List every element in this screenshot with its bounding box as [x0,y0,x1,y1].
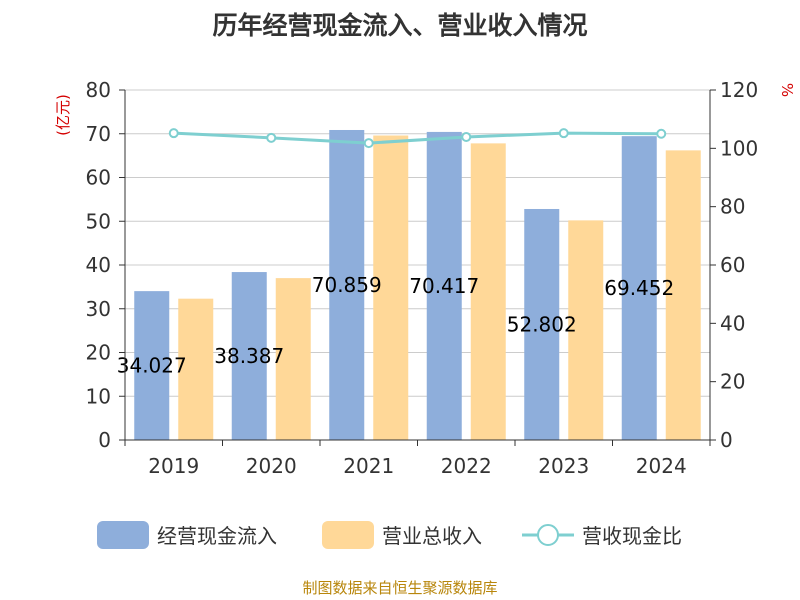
chart-title: 历年经营现金流入、营业收入情况 [212,11,587,40]
left-tick-label: 80 [86,78,111,102]
revenue-bar [373,135,409,440]
right-tick-label: 120 [720,78,758,102]
cash-inflow-data-label: 70.859 [312,273,382,297]
left-tick-label: 60 [86,166,111,190]
right-axis-unit: % [778,83,796,97]
left-tick-label: 70 [86,122,111,146]
left-tick-label: 30 [86,297,111,321]
revenue-bar [665,150,701,440]
source-note: 制图数据来自恒生聚源数据库 [302,579,497,597]
x-tick-label: 2024 [636,454,687,478]
legend-label-ratio: 营收现金比 [582,524,682,548]
ratio-point [558,128,569,139]
cash-inflow-data-label: 38.387 [214,344,284,368]
cash-inflow-data-label: 69.452 [604,276,674,300]
cash-inflow-bar [134,291,170,440]
legend-label-revenue: 营业总收入 [382,524,482,548]
ratio-point [168,128,179,139]
right-tick-label: 20 [720,370,745,394]
cash-inflow-bar [621,136,657,440]
right-tick-label: 100 [720,136,758,160]
ratio-point [266,132,277,143]
revenue-bar [568,220,604,440]
right-tick-label: 60 [720,253,745,277]
x-tick-label: 2021 [343,454,394,478]
grid-lines [125,89,710,397]
legend-swatch-ratio-marker [537,524,559,546]
cash-inflow-bar [524,208,560,440]
left-axis-unit: (亿元) [54,94,72,136]
left-tick-label: 40 [86,253,111,277]
legend-swatch-revenue [322,521,374,549]
left-tick-label: 50 [86,209,111,233]
revenue-bar [178,298,214,440]
cash-inflow-bar [426,131,462,440]
legend: 经营现金流入 营业总收入 营收现金比 [97,521,682,549]
cash-inflow-bar [231,272,267,440]
ratio-point [363,138,374,149]
left-tick-label: 10 [86,384,111,408]
x-tick-label: 2023 [538,454,589,478]
ratio-point [461,131,472,142]
cash-inflow-data-label: 52.802 [507,312,577,336]
x-tick-label: 2022 [441,454,492,478]
cash-inflow-data-label: 70.417 [409,274,479,298]
axes: 0 10 20 30 40 50 60 70 80 0 20 40 60 80 100 120 2019 2020… [86,78,759,478]
left-tick-label: 0 [98,428,111,452]
ratio-line-path [173,131,662,145]
revenue-bar [470,143,506,440]
right-tick-label: 40 [720,311,745,335]
cash-inflow-bar [329,129,365,440]
legend-swatch-cash-inflow [97,521,149,549]
right-tick-label: 0 [720,428,733,452]
data-labels: 34.027 38.387 70.859 70.417 52.802 69.452 [117,273,674,378]
cash-inflow-data-label: 34.027 [117,354,187,378]
revenue-bar [275,278,311,440]
right-tick-label: 80 [720,195,745,219]
x-tick-label: 2020 [246,454,297,478]
left-tick-label: 20 [86,341,111,365]
bars [134,129,701,440]
x-tick-label: 2019 [148,454,199,478]
legend-label-cash-inflow: 经营现金流入 [157,524,277,548]
ratio-line [168,128,667,149]
ratio-point [656,128,667,139]
